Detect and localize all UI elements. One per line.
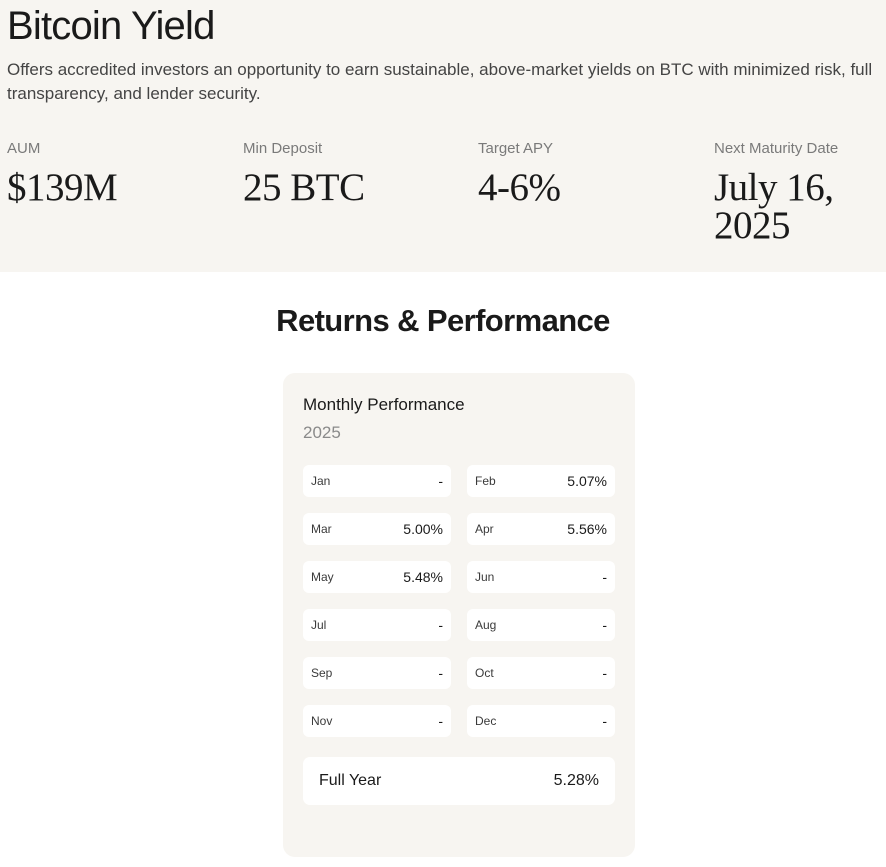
month-cell-jun: Jun - — [467, 561, 615, 593]
month-cell-jul: Jul - — [303, 609, 451, 641]
month-value: - — [438, 473, 443, 489]
stat-next-maturity-date: Next Maturity Date July 16, 2025 — [714, 139, 884, 245]
month-label: Apr — [475, 522, 494, 536]
month-cell-sep: Sep - — [303, 657, 451, 689]
stat-value: 25 BTC — [243, 166, 365, 209]
month-value: - — [602, 665, 607, 681]
card-year: 2025 — [303, 423, 341, 442]
stat-value: 4-6% — [478, 166, 561, 209]
card-title: Monthly Performance — [303, 395, 465, 414]
month-cell-jan: Jan - — [303, 465, 451, 497]
stat-aum: AUM $139M — [7, 139, 227, 207]
full-year-label: Full Year — [319, 772, 382, 789]
stat-value: $139M — [7, 166, 118, 209]
month-label: Jan — [311, 474, 331, 488]
month-value: - — [438, 713, 443, 729]
month-cell-may: May 5.48% — [303, 561, 451, 593]
month-label: Feb — [475, 474, 496, 488]
full-year-row: Full Year 5.28% — [303, 757, 615, 805]
month-label: Mar — [311, 522, 332, 536]
month-label: Jul — [311, 618, 327, 632]
stat-label: Min Deposit — [243, 140, 323, 157]
stat-target-apy: Target APY 4-6% — [478, 139, 698, 207]
stat-label: Next Maturity Date — [714, 140, 839, 157]
month-cell-aug: Aug - — [467, 609, 615, 641]
month-value: - — [438, 665, 443, 681]
month-label: Oct — [475, 666, 494, 680]
month-value: - — [602, 617, 607, 633]
fund-overview: Bitcoin Yield Offers accredited investor… — [0, 0, 886, 272]
monthly-performance-card: Monthly Performance 2025 Jan - Feb 5.07%… — [283, 373, 635, 857]
month-label: Sep — [311, 666, 333, 680]
month-label: Jun — [475, 570, 495, 584]
month-cell-feb: Feb 5.07% — [467, 465, 615, 497]
month-label: Nov — [311, 714, 333, 728]
month-value: - — [602, 569, 607, 585]
month-value: 5.07% — [567, 473, 607, 489]
month-label: May — [311, 570, 334, 584]
month-cell-nov: Nov - — [303, 705, 451, 737]
month-value: 5.00% — [403, 521, 443, 537]
full-year-value: 5.28% — [553, 772, 599, 789]
month-cell-apr: Apr 5.56% — [467, 513, 615, 545]
month-label: Aug — [475, 618, 497, 632]
month-cell-mar: Mar 5.00% — [303, 513, 451, 545]
section-title: Returns & Performance — [276, 303, 610, 338]
page-title: Bitcoin Yield — [7, 4, 215, 48]
stat-min-deposit: Min Deposit 25 BTC — [243, 139, 463, 207]
month-cell-oct: Oct - — [467, 657, 615, 689]
month-cell-dec: Dec - — [467, 705, 615, 737]
stat-label: AUM — [7, 140, 41, 157]
stat-label: Target APY — [478, 140, 554, 157]
month-value: 5.48% — [403, 569, 443, 585]
month-value: - — [602, 713, 607, 729]
month-value: - — [438, 617, 443, 633]
month-value: 5.56% — [567, 521, 607, 537]
month-label: Dec — [475, 714, 497, 728]
fund-description: Offers accredited investors an opportuni… — [7, 60, 873, 103]
stat-value: July 16, 2025 — [714, 166, 834, 247]
